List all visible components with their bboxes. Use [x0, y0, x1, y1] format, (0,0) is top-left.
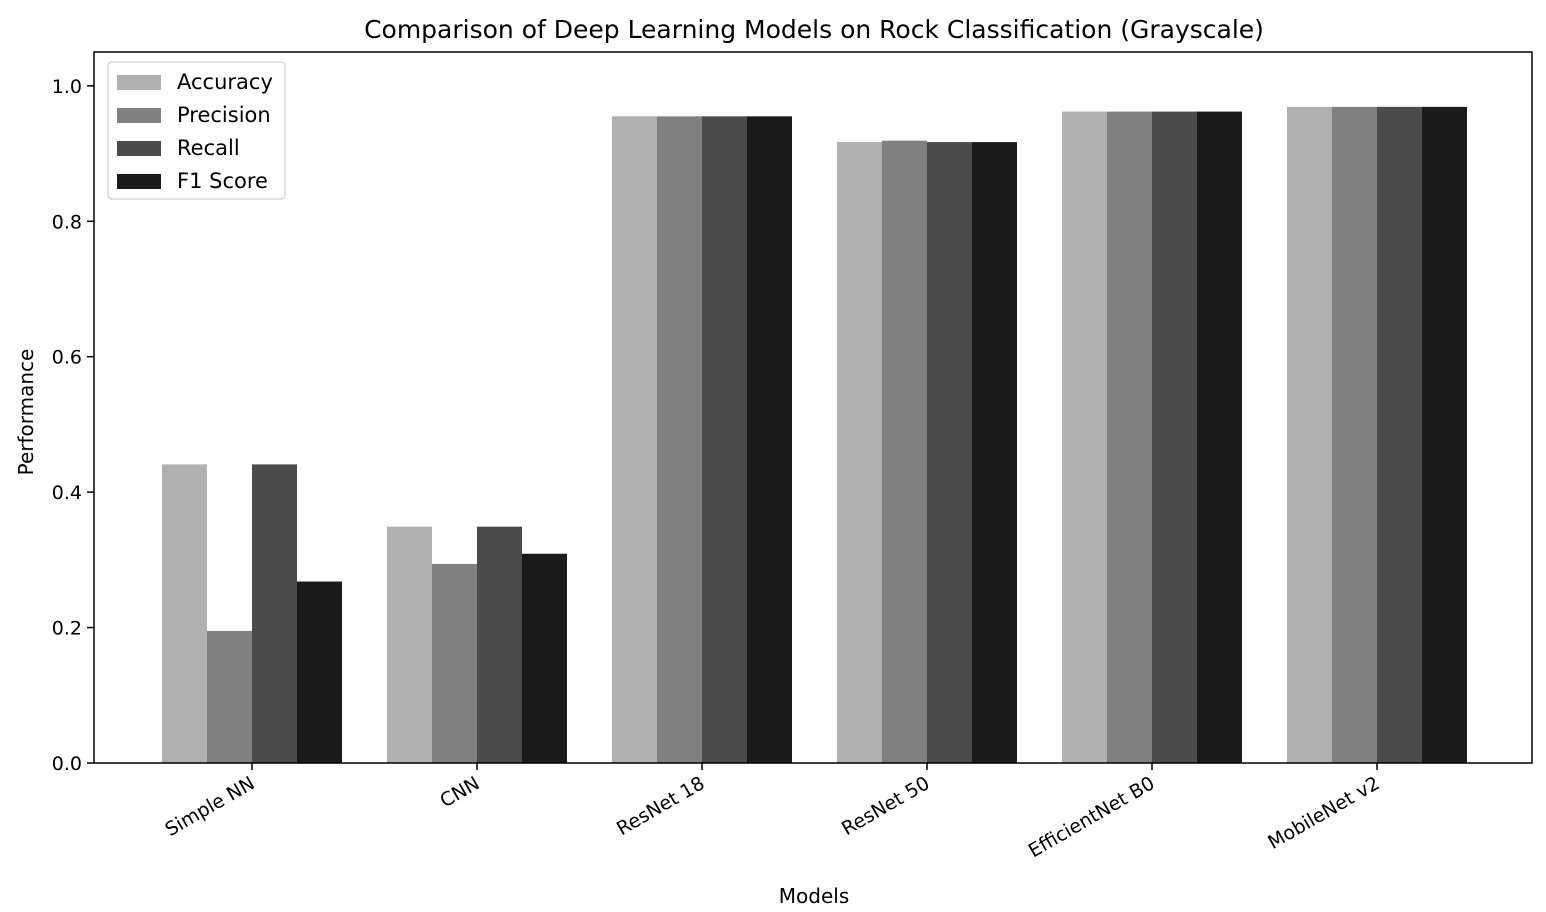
bar-f1-score: [1197, 111, 1242, 764]
bar-accuracy: [1287, 106, 1332, 763]
x-axis-label: Models: [779, 884, 849, 908]
y-axis-label: Performance: [14, 349, 38, 476]
legend-swatch-f1-score: [117, 174, 161, 189]
y-tick-label: 0.6: [52, 347, 82, 369]
x-tick-label: ResNet 50: [838, 772, 933, 840]
bar-accuracy: [837, 142, 882, 763]
x-tick-label: Simple NN: [161, 772, 258, 841]
bar-f1-score: [1422, 106, 1467, 763]
bar-accuracy: [1062, 111, 1107, 764]
legend-box: [107, 61, 286, 200]
bar-precision: [657, 116, 702, 764]
legend-label-precision: Precision: [177, 103, 271, 127]
bar-precision: [1332, 106, 1377, 763]
bar-precision: [882, 140, 927, 764]
x-axis: Simple NN CNN ResNet 18 ResNet 50 EfficientN…: [161, 763, 1384, 862]
y-tick-label: 0.4: [52, 482, 82, 504]
chart-title: Comparison of Deep Learning Models on Ro…: [364, 15, 1264, 44]
bar-recall: [1152, 111, 1197, 764]
legend-swatch-accuracy: [117, 75, 161, 90]
bar-accuracy: [612, 116, 657, 764]
legend-label-accuracy: Accuracy: [177, 70, 273, 94]
bar-f1-score: [747, 116, 792, 764]
y-tick-label: 0.0: [52, 753, 82, 775]
bar-accuracy: [387, 526, 432, 763]
plot-area-frame: [93, 51, 1533, 764]
bar-recall: [1377, 106, 1422, 763]
bar-precision: [432, 563, 477, 763]
bars-layer: [162, 106, 1467, 764]
y-tick-label: 0.2: [52, 618, 82, 640]
bar-accuracy: [162, 464, 207, 763]
legend-label-f1-score: F1 Score: [177, 169, 268, 193]
bar-precision: [207, 630, 252, 763]
x-tick-label: ResNet 18: [613, 772, 708, 840]
bar-f1-score: [297, 581, 342, 763]
bar-f1-score: [972, 142, 1017, 763]
x-tick-label: CNN: [436, 772, 483, 812]
bar-f1-score: [522, 553, 567, 763]
legend-swatch-recall: [117, 141, 161, 156]
bar-recall: [477, 526, 522, 763]
bar-recall: [252, 464, 297, 763]
bar-recall: [702, 116, 747, 764]
x-tick-label: MobileNet v2: [1264, 772, 1383, 854]
y-axis: 0.0 0.2 0.4 0.6 0.8 1.0: [52, 76, 94, 775]
legend-label-recall: Recall: [177, 136, 240, 160]
legend: Accuracy Precision Recall F1 Score: [107, 61, 286, 200]
x-tick-label: EfficientNet B0: [1025, 772, 1159, 862]
y-tick-label: 1.0: [52, 76, 82, 98]
legend-swatch-precision: [117, 108, 161, 123]
bar-recall: [927, 142, 972, 763]
bar-precision: [1107, 111, 1152, 764]
y-tick-label: 0.8: [52, 211, 82, 233]
